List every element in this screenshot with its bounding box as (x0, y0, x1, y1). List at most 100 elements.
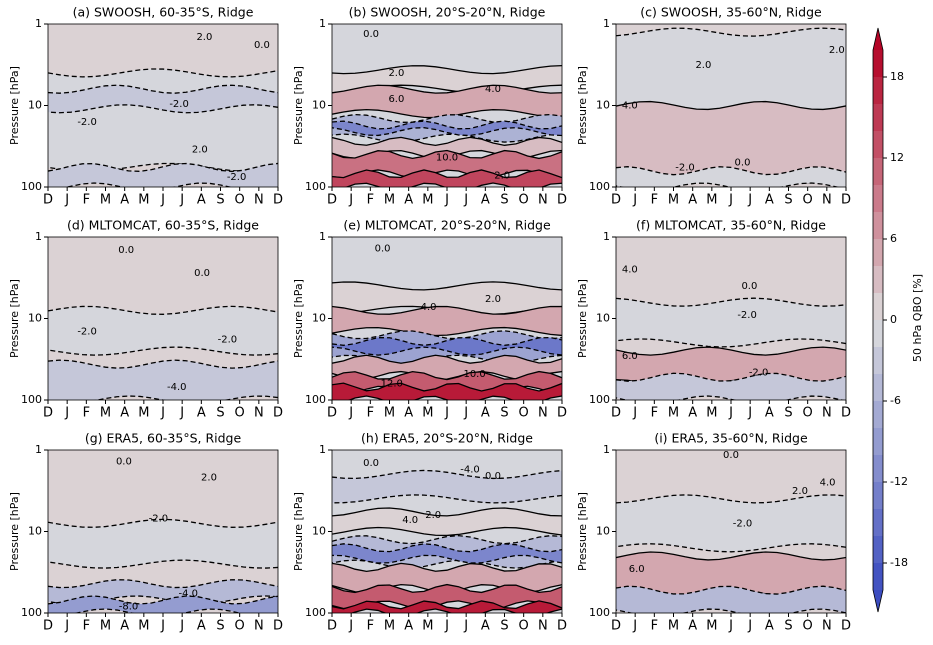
contour-line (332, 370, 562, 381)
contour-band (616, 28, 846, 118)
x-tick-label: J (64, 193, 69, 208)
contour-field (332, 24, 562, 187)
colorbar-band (873, 50, 883, 77)
y-axis-label: Pressure [hPa] (576, 492, 589, 571)
contour-label: -4.0 (179, 588, 199, 599)
contour-line (332, 554, 562, 564)
contour-line (48, 346, 278, 356)
contour-line (48, 84, 278, 94)
contour-band (48, 595, 278, 613)
x-tick-label: S (784, 193, 792, 208)
contour-band (332, 383, 562, 400)
y-tick-label: 1 (319, 443, 326, 456)
colorbar-tick-label: 0 (890, 313, 897, 326)
contour-label: 4.0 (820, 478, 836, 489)
contour-line (616, 372, 846, 382)
x-tick-label: J (179, 406, 184, 421)
x-tick-label: J (632, 193, 637, 208)
panel-title: (c) SWOOSH, 35-60°N, Ridge (640, 5, 822, 20)
x-tick-label: D (273, 619, 283, 634)
x-tick-label: J (632, 619, 637, 634)
contour-label: 0.0 (741, 281, 757, 292)
contour-band (616, 494, 846, 552)
contour-band (616, 298, 846, 347)
colorbar-band (873, 212, 883, 239)
y-tick-label: 10 (28, 312, 42, 325)
y-tick-label: 100 (589, 606, 610, 619)
contour-label: -2.0 (77, 327, 97, 338)
x-tick-label: J (747, 193, 752, 208)
panel-title: (e) MLTOMCAT, 20°S-20°N, Ridge (343, 218, 551, 233)
x-tick-label: F (367, 619, 374, 634)
contour-band (616, 586, 846, 613)
x-tick-label: J (728, 193, 733, 208)
contour-band (332, 470, 562, 503)
x-tick-label: A (688, 619, 697, 634)
contour-line (616, 494, 846, 504)
x-tick-label: J (444, 619, 449, 634)
x-tick-label: N (538, 406, 548, 421)
panel-title: (g) ERA5, 60-35°S, Ridge (85, 431, 242, 446)
contour-field (616, 450, 846, 613)
panel: (a) SWOOSH, 60-35°S, Ridge 2.0 0.0 -2.0 -2.0… (8, 5, 283, 208)
contour-label: -2.0 (77, 117, 97, 128)
contour-band (48, 360, 278, 400)
x-tick-label: F (651, 193, 658, 208)
contour-band (332, 121, 562, 136)
y-axis-label: Pressure [hPa] (292, 492, 305, 571)
contour-line (332, 583, 562, 594)
contour-line (332, 326, 562, 337)
x-tick-label: S (784, 619, 792, 634)
x-tick-label: J (444, 406, 449, 421)
x-tick-label: F (83, 193, 90, 208)
x-tick-label: J (463, 406, 468, 421)
y-tick-label: 100 (21, 393, 42, 406)
contour-label: 6.0 (622, 351, 638, 362)
x-tick-label: O (803, 406, 813, 421)
contour-line (332, 600, 562, 610)
contour-label: -2.0 (737, 310, 757, 321)
contour-label: -2.0 (149, 513, 169, 524)
contour-label: 0.0 (485, 471, 501, 482)
contour-line (332, 526, 562, 537)
contour-label: 2.0 (201, 473, 217, 484)
x-tick-label: M (422, 193, 433, 208)
x-tick-label: A (765, 619, 774, 634)
colorbar-tick-label: 12 (890, 151, 904, 164)
colorbar-band (873, 374, 883, 401)
y-tick-label: 100 (21, 606, 42, 619)
contour-band (616, 373, 846, 400)
colorbar-band (873, 347, 883, 374)
contour-label: 2.0 (425, 510, 441, 521)
contour-line (48, 305, 278, 315)
contour-label: 2.0 (494, 171, 510, 182)
x-tick-label: D (841, 193, 851, 208)
x-tick-label: J (348, 193, 353, 208)
contour-band (48, 519, 278, 569)
y-tick-label: 1 (35, 443, 42, 456)
contour-label: 0.0 (363, 458, 379, 469)
y-tick-label: 10 (596, 525, 610, 538)
contour-line (616, 27, 846, 37)
x-tick-label: D (327, 406, 337, 421)
panel: (h) ERA5, 20°S-20°N, Ridge 0.0 -4.0 4.0 2.0 0… (292, 431, 567, 634)
y-axis-label: Pressure [hPa] (576, 279, 589, 358)
contour-label: 0.0 (116, 456, 132, 467)
x-tick-label: D (273, 193, 283, 208)
contour-line (332, 127, 562, 137)
x-tick-label: N (822, 193, 832, 208)
y-axis-label: Pressure [hPa] (8, 492, 21, 571)
x-tick-label: D (273, 406, 283, 421)
contour-line (616, 543, 846, 553)
colorbar-band (873, 293, 883, 320)
x-tick-label: O (803, 193, 813, 208)
contour-line (332, 562, 562, 573)
colorbar-extend (873, 28, 883, 50)
x-tick-label: J (747, 619, 752, 634)
x-tick-label: D (841, 619, 851, 634)
panel: (d) MLTOMCAT, 60-35°S, Ridge 0.0 0.0 -2.0 -2… (8, 218, 283, 421)
y-tick-label: 1 (603, 443, 610, 456)
x-tick-label: A (765, 193, 774, 208)
x-tick-label: A (404, 406, 413, 421)
